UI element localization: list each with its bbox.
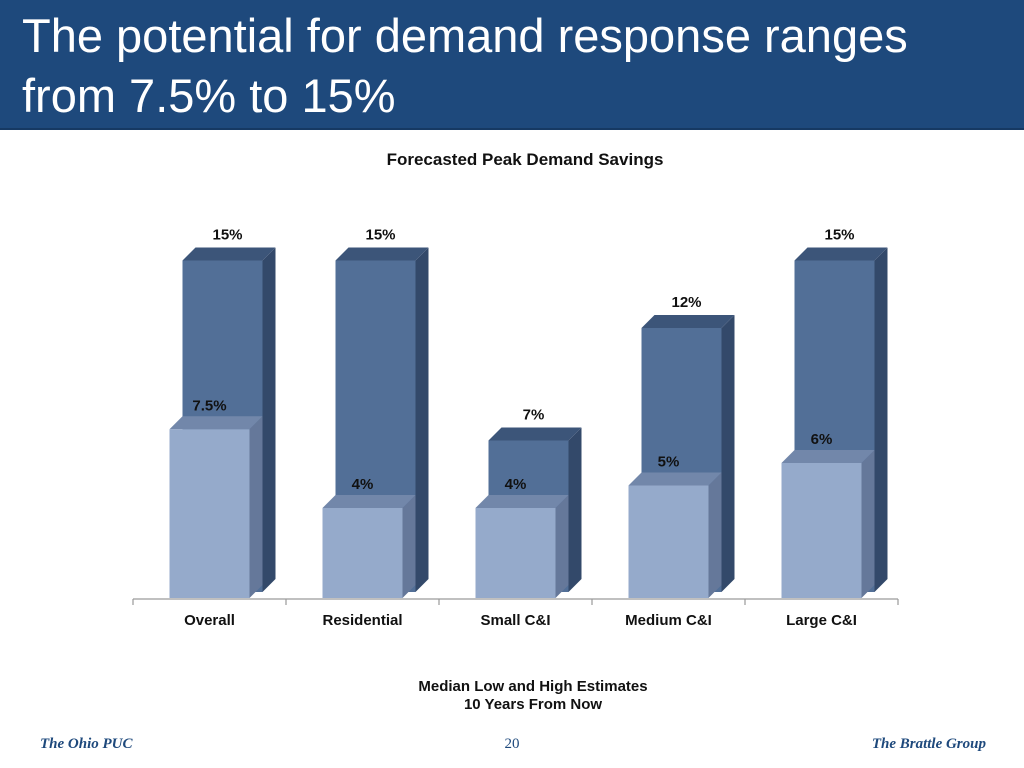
data-label-high-5: 15% <box>824 227 854 244</box>
x-axis-title-line-2: 10 Years From Now <box>464 696 602 713</box>
bar-high-2-side <box>415 247 429 592</box>
x-axis-title-line-1: Median Low and High Estimates <box>418 678 647 695</box>
bar-low-1-front <box>169 429 250 598</box>
bar-low-3-front <box>475 508 556 598</box>
bar-low-2-top <box>322 495 416 508</box>
data-label-low-1: 7.5% <box>192 397 226 414</box>
chart-title: Forecasted Peak Demand Savings <box>387 150 664 169</box>
bar-low-3-top <box>475 495 569 508</box>
data-label-low-5: 6% <box>811 431 833 448</box>
bar-high-2-top <box>335 247 429 261</box>
bar-low-3 <box>475 495 569 598</box>
bar-low-1-side <box>249 416 263 598</box>
bar-low-5 <box>781 450 875 598</box>
footer-company: The Brattle Group <box>871 736 986 752</box>
data-label-high-1: 15% <box>212 227 242 244</box>
bar-low-3-side <box>555 495 569 598</box>
bars-group <box>169 247 888 598</box>
x-tick-label-4: Medium C&I <box>625 612 712 629</box>
bar-low-5-front <box>781 463 862 598</box>
data-label-high-4: 12% <box>671 294 701 311</box>
x-axis-category-labels: 15% 7.5% Overall 15% 4% Residential 7% 4% Small … <box>184 227 857 630</box>
bar-low-1 <box>169 416 263 598</box>
data-label-low-2: 4% <box>352 476 374 493</box>
bar-high-5-top <box>794 247 888 261</box>
slide-title: The potential for demand response ranges… <box>22 9 908 122</box>
bar-low-4-top <box>628 472 722 486</box>
x-axis-ticks <box>132 599 899 605</box>
x-tick-label-1: Overall <box>184 612 235 629</box>
bar-high-1-side <box>262 247 276 592</box>
bar-low-1-top <box>169 416 263 430</box>
bar-high-5-side <box>874 247 888 592</box>
bar-low-4-side <box>708 472 722 598</box>
data-label-high-3: 7% <box>523 407 545 424</box>
bar-high-1-top <box>182 247 276 261</box>
x-tick-label-2: Residential <box>322 612 402 629</box>
bar-high-3-side <box>568 427 582 592</box>
bar-low-5-side <box>861 450 875 598</box>
bar-low-4-front <box>628 485 709 598</box>
title-band: The potential for demand response ranges… <box>0 0 1024 130</box>
footer-organization: The Ohio PUC <box>40 736 133 752</box>
data-label-high-2: 15% <box>365 227 395 244</box>
bar-high-4-top <box>641 315 735 328</box>
bar-low-2-side <box>402 495 416 598</box>
x-tick-label-3: Small C&I <box>480 612 550 629</box>
bar-low-2-front <box>322 508 403 598</box>
bar-high-3-top <box>488 427 582 441</box>
bar-high-4-side <box>721 315 735 592</box>
data-label-low-3: 4% <box>505 476 527 493</box>
data-label-low-4: 5% <box>658 454 680 471</box>
peak-demand-chart: Forecasted Peak Demand Savings 15% 7.5% Ov… <box>132 150 899 713</box>
bar-low-4 <box>628 472 722 598</box>
footer-page-number: 20 <box>504 736 520 752</box>
x-tick-label-5: Large C&I <box>786 612 857 629</box>
bar-low-2 <box>322 495 416 598</box>
bar-low-5-top <box>781 450 875 463</box>
